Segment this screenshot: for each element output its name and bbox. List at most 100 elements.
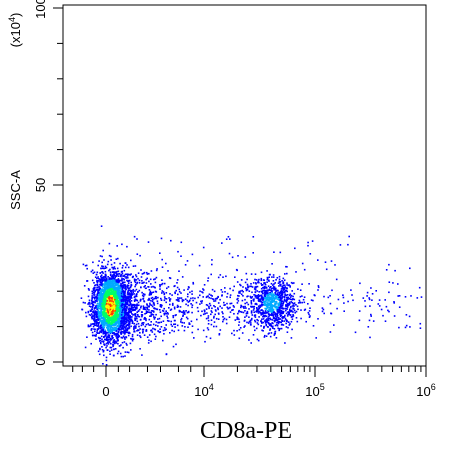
data-point [179, 297, 181, 299]
data-point [109, 274, 112, 277]
data-point [94, 284, 96, 287]
data-point [282, 289, 285, 291]
data-point [258, 291, 260, 293]
data-point [284, 284, 286, 287]
data-point [128, 307, 130, 309]
data-point [268, 308, 271, 311]
data-point [103, 354, 105, 357]
data-point [268, 314, 271, 316]
data-point [238, 324, 240, 326]
data-point [307, 311, 310, 314]
data-point [113, 307, 115, 309]
data-point [126, 273, 128, 275]
data-point [150, 299, 152, 302]
data-point [124, 300, 126, 303]
data-point [103, 259, 105, 261]
data-point [97, 280, 99, 282]
data-point [118, 284, 120, 287]
data-point [268, 332, 270, 334]
data-point [133, 322, 135, 325]
data-point [125, 299, 127, 302]
data-point [207, 277, 210, 279]
data-point [371, 293, 374, 295]
data-point [87, 288, 90, 290]
data-point [115, 304, 117, 306]
data-point [342, 294, 344, 296]
data-point [266, 278, 269, 281]
data-point [109, 271, 112, 273]
data-point [115, 332, 117, 335]
data-point [136, 303, 138, 305]
data-point [99, 281, 102, 284]
data-point [211, 295, 213, 297]
data-point [101, 340, 103, 342]
data-point [116, 316, 119, 318]
data-point [121, 272, 124, 275]
data-point [226, 292, 229, 295]
data-point [281, 319, 283, 322]
data-point [107, 328, 110, 331]
data-point [317, 318, 319, 320]
data-point [293, 298, 296, 301]
data-point [292, 315, 295, 317]
data-point [199, 303, 201, 305]
data-point [113, 316, 115, 319]
data-point [278, 310, 280, 313]
data-point [117, 296, 120, 299]
data-point [359, 282, 361, 285]
data-point [121, 303, 123, 305]
data-point [99, 292, 102, 294]
data-point [104, 282, 106, 284]
data-point [278, 296, 280, 299]
data-point [97, 264, 99, 267]
data-point [257, 309, 259, 311]
data-point [95, 333, 97, 336]
data-point [118, 296, 120, 298]
data-point [368, 297, 370, 299]
data-point [153, 333, 156, 336]
data-point [176, 304, 179, 307]
data-point [293, 305, 295, 307]
data-point [239, 283, 241, 286]
data-point [117, 287, 119, 290]
data-point [261, 303, 263, 306]
data-point [226, 306, 229, 309]
data-point [145, 306, 147, 309]
data-point [215, 325, 218, 328]
data-point [123, 300, 125, 303]
data-point [272, 301, 275, 303]
data-point [369, 305, 371, 307]
data-point [123, 341, 126, 343]
data-point [169, 300, 171, 302]
data-point [108, 331, 111, 333]
data-point [113, 274, 115, 277]
data-point [128, 325, 130, 328]
data-point [103, 323, 106, 326]
data-point [158, 317, 161, 320]
data-point [286, 282, 288, 284]
data-point [168, 307, 170, 309]
data-point [145, 312, 148, 314]
data-point [116, 336, 119, 338]
data-point [385, 305, 388, 308]
data-point [102, 313, 104, 316]
data-point [136, 330, 138, 332]
data-point [409, 267, 411, 270]
data-point [94, 319, 97, 322]
data-point [122, 264, 124, 267]
data-point [141, 315, 143, 318]
data-point [99, 279, 101, 281]
data-point [110, 314, 112, 317]
data-point [256, 290, 259, 292]
data-point [101, 284, 103, 286]
data-point [120, 301, 123, 303]
data-point [275, 295, 278, 297]
data-point [236, 318, 238, 320]
data-point [149, 311, 151, 314]
data-point [288, 311, 290, 313]
data-point [281, 316, 283, 319]
data-point [123, 306, 126, 309]
data-point [121, 316, 124, 319]
data-point [96, 283, 99, 286]
data-point [352, 299, 354, 302]
